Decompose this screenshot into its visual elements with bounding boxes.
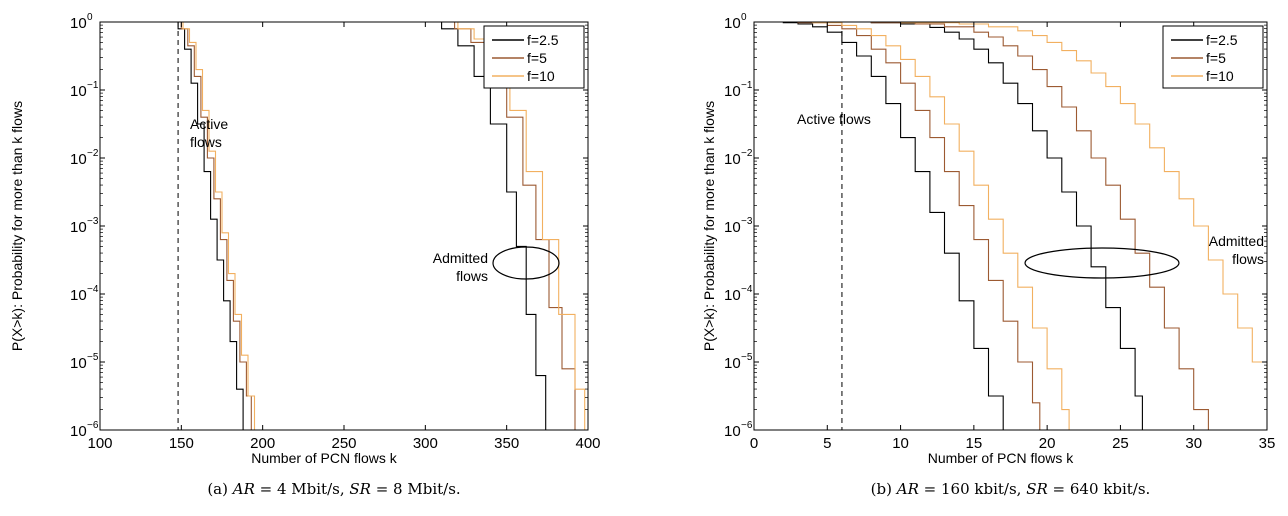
x-tick-label: 250 — [331, 435, 356, 452]
y-tick-exponent: −5 — [741, 352, 753, 363]
y-tick-exponent: 0 — [741, 12, 747, 23]
y-tick-label: 10 — [724, 355, 741, 372]
panel-b-series-f-10-active-line — [754, 21, 1070, 430]
x-tick-label: 200 — [250, 435, 275, 452]
panel-a-caption-prefix: (a) — [207, 480, 232, 498]
x-tick-label: 300 — [413, 435, 438, 452]
x-tick-label: 20 — [1039, 435, 1056, 452]
panel-b-series-f-10-admitted-line — [754, 21, 1268, 383]
panel-b-y-axis-label: P(X>k): Probability for more than k flow… — [701, 101, 717, 351]
panel-a-y-axis-label: P(X>k): Probability for more than k flow… — [9, 101, 25, 351]
y-tick-label: 10 — [70, 423, 87, 440]
y-tick-exponent: −3 — [87, 216, 99, 227]
y-tick-exponent: −2 — [87, 148, 99, 159]
annotation-admitted-flows: flows — [1232, 251, 1264, 267]
panel-b-caption-sr-label: SR — [1026, 480, 1048, 498]
panel-a-legend: f=2.5 f=5 f=10 — [483, 25, 585, 89]
x-tick-label: 400 — [575, 435, 600, 452]
annotation-active-flows: Active — [190, 116, 228, 132]
y-tick-label: 10 — [70, 151, 87, 168]
panel-b-caption-prefix: (b) — [871, 480, 897, 498]
y-tick-label: 10 — [70, 355, 87, 372]
y-tick-exponent: −5 — [87, 352, 99, 363]
x-tick-label: 25 — [1112, 435, 1129, 452]
legend-box — [1162, 25, 1264, 89]
panel-a-series-f-2-5-active-line — [165, 21, 244, 430]
x-tick-label: 35 — [1259, 435, 1276, 452]
panel-a-series-group — [100, 21, 586, 430]
panel-a-series-f-2-5-admitted-line — [100, 21, 547, 430]
legend-entry: f=5 — [527, 50, 547, 66]
x-tick-label: 30 — [1185, 435, 1202, 452]
x-tick-label: 10 — [892, 435, 909, 452]
panel-b-legend: f=2.5 f=5 f=10 — [1162, 25, 1264, 89]
annotation-active-flows: flows — [190, 134, 222, 150]
panel-b-series-f-5-admitted-line — [754, 21, 1209, 430]
y-tick-label: 10 — [724, 287, 741, 304]
legend-entry: f=2.5 — [1206, 32, 1238, 48]
x-tick-label: 15 — [966, 435, 983, 452]
legend-box — [483, 25, 585, 89]
panel-a-series-f-10-active-line — [169, 21, 256, 430]
annotation-active-flows: Active flows — [797, 111, 871, 127]
panel-a-caption-ar-value: = 4 Mbit/s, — [255, 480, 350, 498]
panel-b-caption-ar-label: AR — [895, 480, 919, 498]
y-tick-label: 10 — [724, 151, 741, 168]
panel-a-caption-ar-label: AR — [231, 480, 255, 498]
panel-b-series-f-5-active-line — [754, 21, 1041, 430]
panel-b-caption: (b) AR = 160 kbit/s, SR = 640 kbit/s. — [871, 480, 1151, 498]
x-tick-label: 350 — [494, 435, 519, 452]
legend-entry: f=10 — [1206, 68, 1234, 84]
panel-b-series-group — [754, 21, 1268, 430]
legend-entry: f=5 — [1206, 50, 1226, 66]
admitted-flows-ellipse — [492, 246, 560, 280]
y-tick-label: 10 — [724, 15, 741, 32]
x-tick-label: 5 — [823, 435, 831, 452]
y-tick-label: 10 — [724, 423, 741, 440]
y-tick-exponent: −3 — [741, 216, 753, 227]
y-tick-label: 10 — [70, 83, 87, 100]
panel-a-series-f-5-active-line — [168, 21, 252, 430]
admitted-flows-ellipse — [1024, 247, 1180, 279]
panel-b-series-f-2-5-admitted-line — [754, 21, 1143, 430]
panel-a-series-f-5-admitted-line — [100, 21, 576, 430]
x-tick-label: 100 — [87, 435, 112, 452]
y-tick-exponent: −4 — [741, 284, 753, 295]
panel-b-caption-ar-value: = 160 kbit/s, — [919, 480, 1026, 498]
y-tick-exponent: −6 — [87, 420, 99, 431]
panel-a-caption-sr-label: SR — [349, 480, 371, 498]
panel-b-caption-sr-value: = 640 kbit/s. — [1048, 480, 1151, 498]
y-tick-label: 10 — [70, 219, 87, 236]
y-tick-label: 10 — [70, 287, 87, 304]
y-tick-exponent: −2 — [741, 148, 753, 159]
y-tick-label: 10 — [724, 219, 741, 236]
y-tick-exponent: −1 — [87, 80, 99, 91]
panel-a-caption-sr-value: = 8 Mbit/s. — [371, 480, 461, 498]
panel-b-x-axis-label: Number of PCN flows k — [928, 450, 1074, 466]
annotation-admitted-flows: Admitted — [1209, 233, 1264, 249]
legend-entry: f=2.5 — [527, 32, 559, 48]
y-tick-label: 10 — [70, 15, 87, 32]
legend-entry: f=10 — [527, 68, 555, 84]
y-tick-exponent: −1 — [741, 80, 753, 91]
annotation-admitted-flows: Admitted — [433, 250, 488, 266]
y-tick-exponent: −6 — [741, 420, 753, 431]
x-tick-label: 150 — [169, 435, 194, 452]
y-tick-exponent: 0 — [87, 12, 93, 23]
y-tick-exponent: −4 — [87, 284, 99, 295]
panel-a-caption: (a) AR = 4 Mbit/s, SR = 8 Mbit/s. — [207, 480, 460, 498]
y-tick-label: 10 — [724, 83, 741, 100]
panel-b-series-f-2-5-active-line — [754, 21, 1004, 430]
panel-a-series-f-10-admitted-line — [100, 21, 586, 430]
annotation-admitted-flows: flows — [456, 268, 488, 284]
panel-a-x-axis-label: Number of PCN flows k — [251, 450, 397, 466]
x-tick-label: 0 — [750, 435, 758, 452]
